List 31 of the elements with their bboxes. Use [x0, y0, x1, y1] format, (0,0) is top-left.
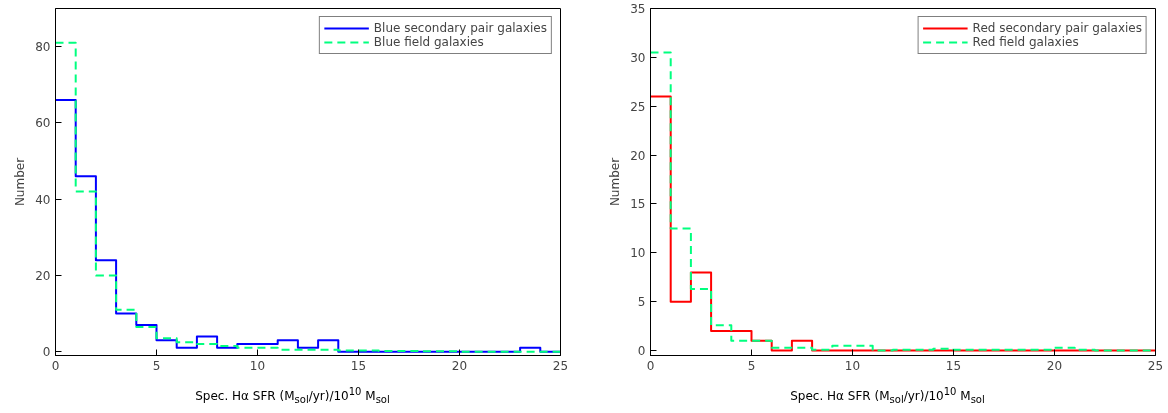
y-tick-label: 20 — [630, 148, 646, 163]
y-tick-label: 60 — [35, 116, 51, 131]
y-tick-label: 15 — [630, 197, 646, 212]
y-tick-label: 25 — [630, 99, 646, 114]
legend-label: Blue field galaxies — [373, 35, 484, 49]
legend-label: Red field galaxies — [972, 35, 1079, 49]
x-tick-label: 10 — [844, 358, 861, 373]
y-tick-label: 20 — [35, 268, 51, 283]
y-tick-label: 0 — [42, 345, 51, 360]
x-tick-label: 25 — [552, 358, 569, 373]
legend-label: Blue secondary pair galaxies — [373, 21, 547, 35]
x-tick-label: 10 — [249, 358, 266, 373]
y-tick-label: 30 — [630, 50, 646, 65]
y-tick-label: 5 — [637, 295, 646, 310]
x-axis-title: Spec. Hα SFR (M$_{sol}$/yr)/10$^{10}$ M$_{sol}$ — [194, 385, 391, 408]
x-tick-label: 20 — [451, 358, 468, 373]
x-tick-label: 5 — [152, 358, 161, 373]
x-tick-label: 15 — [350, 358, 367, 373]
x-tick-label: 20 — [1046, 358, 1063, 373]
x-tick-label: 5 — [747, 358, 756, 373]
y-axis-title: Number — [13, 157, 28, 207]
y-tick-label: 0 — [637, 344, 646, 359]
y-tick-label: 80 — [35, 40, 51, 55]
x-axis-title: Spec. Hα SFR (M$_{sol}$/yr)/10$^{10}$ M$_{sol}$ — [789, 385, 986, 408]
y-tick-label: 40 — [35, 192, 51, 207]
y-tick-label: 10 — [630, 246, 646, 261]
x-tick-label: 15 — [945, 358, 962, 373]
x-tick-label: 25 — [1147, 358, 1164, 373]
y-tick-label: 35 — [630, 2, 646, 16]
legend-label: Red secondary pair galaxies — [972, 21, 1142, 35]
y-axis-title: Number — [608, 157, 623, 207]
